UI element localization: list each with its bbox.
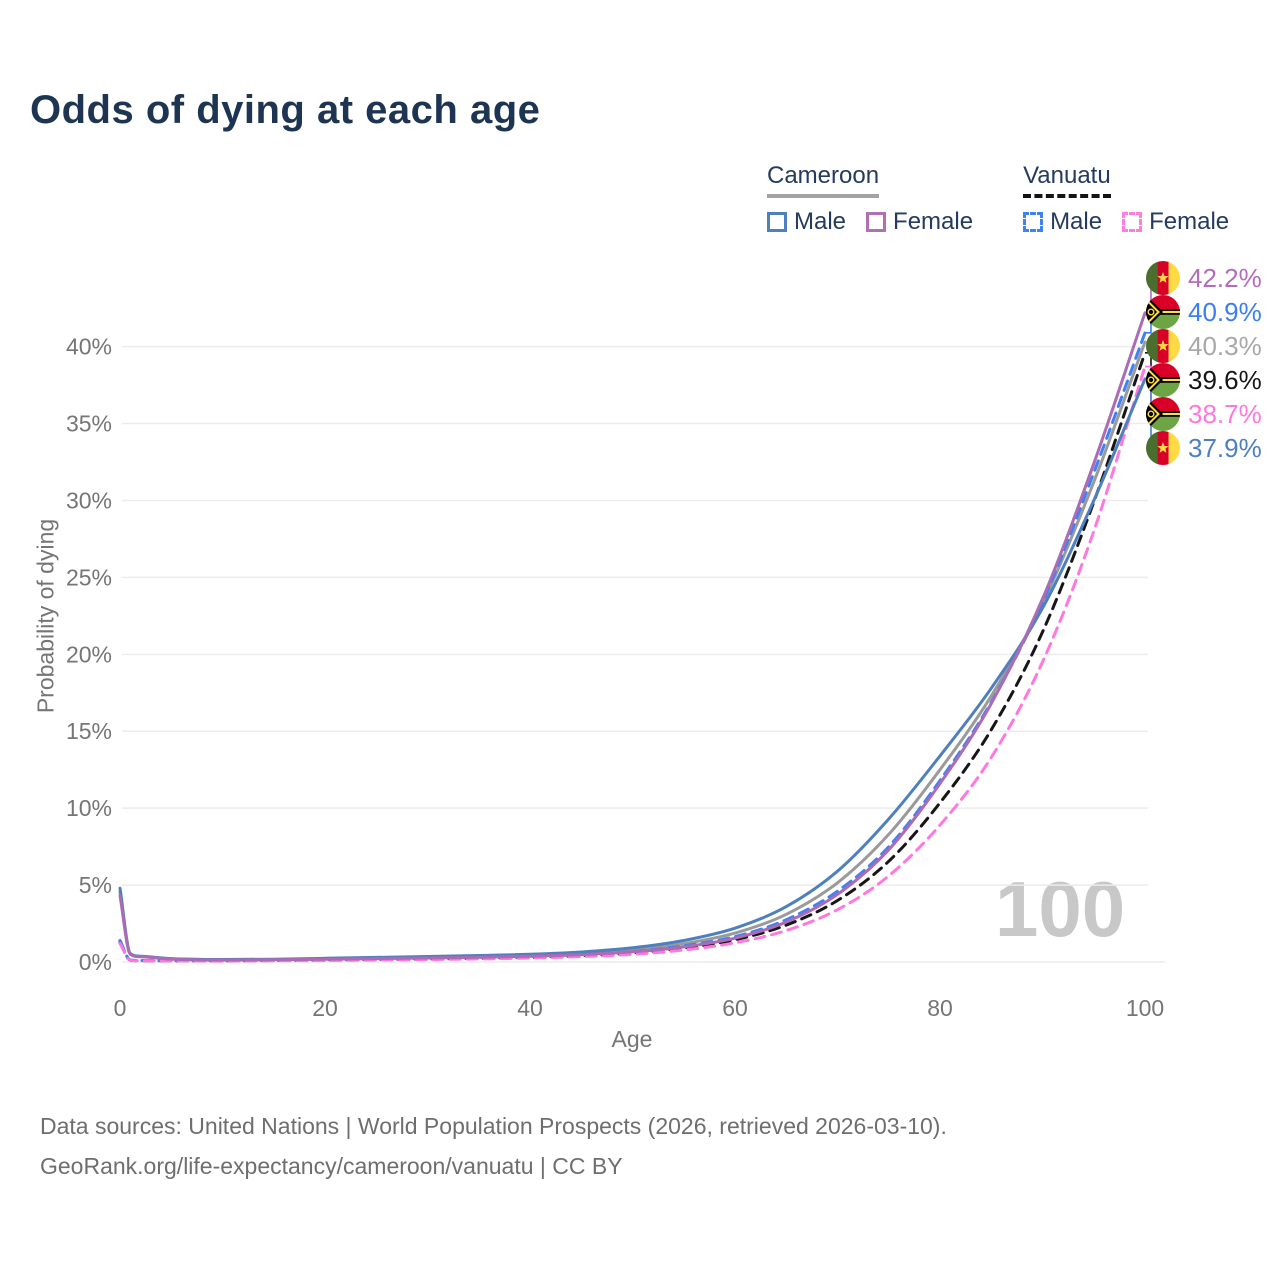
end-value: 39.6% xyxy=(1188,364,1262,395)
end-label-row: 42.2% xyxy=(1146,261,1262,295)
legend-item-label: Male xyxy=(1050,208,1103,235)
end-value: 40.3% xyxy=(1188,330,1262,361)
cameroon-female-swatch-icon xyxy=(866,212,887,232)
legend: Cameroon Male Female Vanuatu Male xyxy=(767,162,1229,236)
age-watermark: 100 xyxy=(995,865,1126,953)
legend-group-title-vanuatu: Vanuatu xyxy=(1023,162,1111,198)
svg-text:5%: 5% xyxy=(79,872,112,898)
legend-item-vanuatu-female[interactable]: Female xyxy=(1122,208,1229,236)
svg-text:0%: 0% xyxy=(79,949,112,975)
page-title: Odds of dying at each age xyxy=(30,88,541,132)
end-label-row: 37.9% xyxy=(1146,431,1262,465)
svg-text:30%: 30% xyxy=(66,487,112,513)
cameroon-flag-icon xyxy=(1146,261,1180,295)
legend-group-title-cameroon: Cameroon xyxy=(767,162,880,198)
svg-text:20%: 20% xyxy=(66,641,112,667)
source-link-line: GeoRank.org/life-expectancy/cameroon/van… xyxy=(40,1153,623,1179)
legend-group-vanuatu: Vanuatu Male Female xyxy=(1023,162,1229,236)
end-label-row: 40.9% xyxy=(1146,295,1262,329)
cameroon-male-swatch-icon xyxy=(767,212,787,232)
legend-item-vanuatu-male[interactable]: Male xyxy=(1023,208,1102,236)
legend-group-cameroon: Cameroon Male Female xyxy=(767,162,973,236)
source-line: Data sources: United Nations | World Pop… xyxy=(40,1113,947,1139)
end-label-row: 40.3% xyxy=(1146,329,1262,363)
legend-item-cameroon-female[interactable]: Female xyxy=(866,208,973,236)
svg-text:0: 0 xyxy=(114,995,127,1021)
svg-text:25%: 25% xyxy=(66,564,112,590)
vanuatu-flag-icon xyxy=(1146,295,1180,329)
svg-text:35%: 35% xyxy=(66,411,112,437)
svg-text:20: 20 xyxy=(312,995,338,1021)
source-footer: Data sources: United Nations | World Pop… xyxy=(40,1106,947,1186)
x-axis-title: Age xyxy=(611,1026,653,1052)
vanuatu-male-swatch-icon xyxy=(1023,212,1044,232)
svg-text:40%: 40% xyxy=(66,334,112,360)
cameroon-flag-icon xyxy=(1146,329,1180,363)
end-value: 42.2% xyxy=(1188,262,1262,293)
legend-item-label: Female xyxy=(1149,208,1230,235)
cameroon-flag-icon xyxy=(1146,431,1180,465)
end-value: 40.9% xyxy=(1188,296,1262,327)
svg-text:60: 60 xyxy=(722,995,748,1021)
series-end-labels: 42.2% 40.9% 40.3% 39.6% 38.7% 37.9% xyxy=(1146,261,1262,465)
end-label-row: 39.6% xyxy=(1146,363,1262,397)
svg-text:40: 40 xyxy=(517,995,543,1021)
legend-item-label: Female xyxy=(893,208,974,235)
end-value: 38.7% xyxy=(1188,398,1262,429)
vanuatu-female-swatch-icon xyxy=(1122,212,1143,232)
svg-text:100: 100 xyxy=(1126,995,1164,1021)
end-label-row: 38.7% xyxy=(1146,397,1262,431)
vanuatu-flag-icon xyxy=(1146,363,1180,397)
end-value: 37.9% xyxy=(1188,432,1262,463)
svg-text:80: 80 xyxy=(927,995,953,1021)
svg-text:10%: 10% xyxy=(66,795,112,821)
legend-item-cameroon-male[interactable]: Male xyxy=(767,208,846,236)
svg-text:15%: 15% xyxy=(66,718,112,744)
vanuatu-flag-icon xyxy=(1146,397,1180,431)
legend-item-label: Male xyxy=(794,208,847,235)
